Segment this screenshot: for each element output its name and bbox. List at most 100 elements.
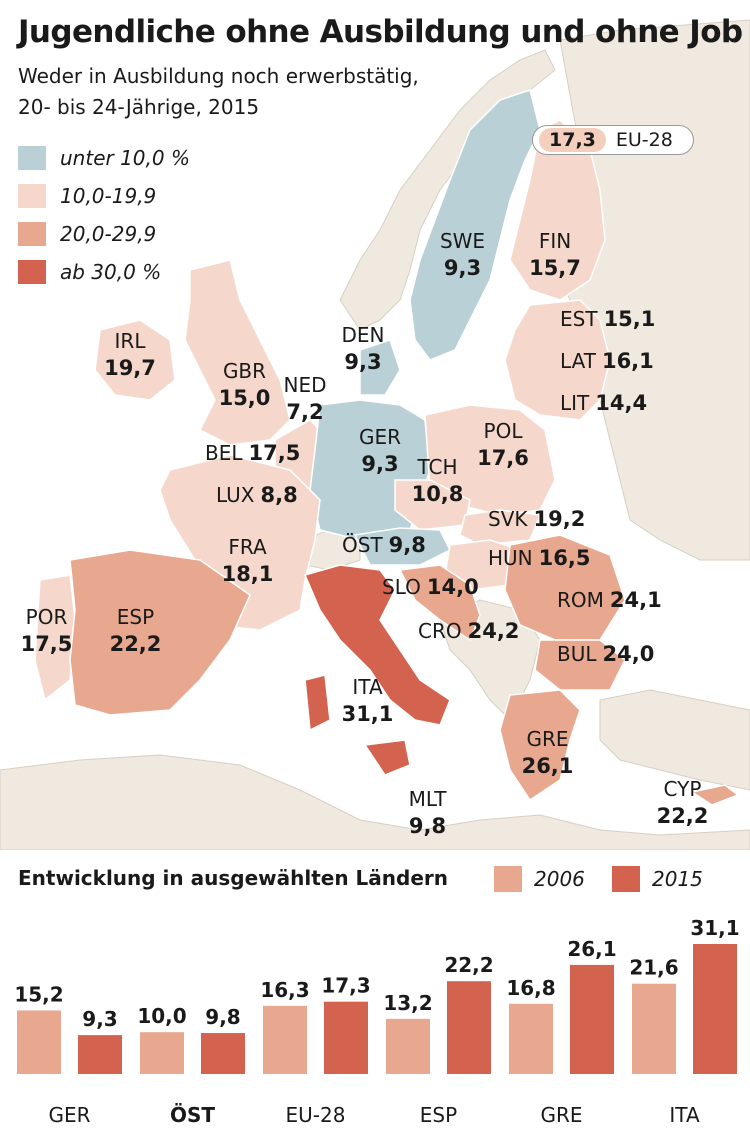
legend-item-under-10: unter 10,0 % [18, 146, 190, 170]
bar-ger-2015 [78, 1035, 122, 1074]
label-fra: FRA 18,1 [221, 535, 274, 586]
country-gbr [184, 259, 291, 446]
country-baltics [504, 299, 611, 421]
country-ita [303, 564, 451, 726]
country-esp [69, 549, 251, 716]
label-svk: SVK 19,2 [488, 507, 586, 531]
bar-gre-2006 [509, 1003, 553, 1074]
label-ned: NED 7,2 [283, 373, 327, 424]
data-label-esp-2015: 22,2 [444, 953, 493, 977]
label-bel: BEL 17,5 [205, 441, 301, 465]
label-ger: GER 9,3 [358, 425, 402, 476]
label-den: DEN 9,3 [341, 323, 385, 374]
label-irl: IRL 19,7 [104, 329, 156, 380]
legend-item-20-29: 20,0-29,9 [18, 222, 156, 246]
country-bul [534, 639, 626, 691]
bar-öst-2006 [140, 1032, 184, 1074]
label-ost: ÖST 9,8 [342, 533, 426, 557]
label-slo: SLO 14,0 [382, 575, 479, 599]
label-rom: ROM 24,1 [557, 588, 662, 612]
eu28-value: 17,3 [539, 128, 606, 152]
label-lat: LAT 16,1 [560, 349, 654, 373]
legend-item-over-30: ab 30,0 % [18, 260, 161, 284]
country-cyp [690, 784, 740, 806]
country-svk [459, 509, 542, 546]
label-por: POR 17,5 [20, 605, 73, 656]
data-label-eu-28-2015: 17,3 [321, 974, 370, 998]
legend-label: 2006 [534, 867, 585, 891]
data-label-öst-2006: 10,0 [137, 1004, 186, 1028]
bar-gre-2015 [570, 964, 614, 1074]
legend-label: ab 30,0 % [60, 260, 162, 284]
category-label-ger: GER [48, 1103, 90, 1127]
data-label-ita-2015: 31,1 [690, 916, 739, 940]
label-esp: ESP 22,2 [109, 605, 162, 656]
category-label-eu-28: EU-28 [286, 1103, 346, 1127]
bar-ita-2015 [693, 944, 737, 1074]
label-pol: POL 17,6 [477, 419, 529, 470]
label-fin: FIN 15,7 [529, 229, 581, 280]
category-label-esp: ESP [420, 1103, 457, 1127]
bar-chart: 15,2 9,3 GER 10,0 9,8 ÖST 16,3 17,3 EU-28 13,2 22,… [14, 916, 739, 1127]
chart-title: Entwicklung in ausgewählten Ländern [18, 866, 448, 890]
page-title: Jugendliche ohne Ausbildung und ohne Job [18, 14, 743, 50]
label-hun: HUN 16,5 [488, 546, 591, 570]
bar-ger-2006 [17, 1010, 61, 1074]
subtitle-line-2: 20- bis 24-Jährige, 2015 [18, 95, 260, 119]
label-est: EST 15,1 [560, 307, 656, 331]
legend-swatch [494, 866, 522, 892]
country-ita-sicily [363, 739, 411, 776]
legend-label: 2015 [652, 867, 703, 891]
legend-swatch [18, 260, 46, 284]
eu28-badge: 17,3 EU-28 [532, 125, 694, 155]
data-label-esp-2006: 13,2 [383, 991, 432, 1015]
data-label-ger-2006: 15,2 [14, 982, 63, 1006]
country-slo-cro [398, 564, 481, 642]
legend-swatch [18, 222, 46, 246]
data-label-gre-2006: 16,8 [506, 976, 555, 1000]
data-label-öst-2015: 9,8 [205, 1005, 240, 1029]
bar-esp-2015 [447, 981, 491, 1074]
country-irl [94, 319, 176, 401]
category-label-ita: ITA [669, 1103, 700, 1127]
label-cro: CRO 24,2 [418, 619, 520, 643]
legend-item-10-19: 10,0-19,9 [18, 184, 156, 208]
legend-label: 10,0-19,9 [60, 184, 157, 208]
legend-label: unter 10,0 % [60, 146, 190, 170]
category-label-öst: ÖST [170, 1103, 215, 1127]
category-label-gre: GRE [540, 1103, 582, 1127]
bar-esp-2006 [386, 1018, 430, 1074]
country-den [359, 339, 401, 396]
bar-eu-28-2015 [324, 1001, 368, 1074]
country-por [34, 574, 76, 702]
label-mlt: MLT 9,8 [408, 787, 447, 838]
bar-öst-2015 [201, 1033, 245, 1074]
chart-legend-2015: 2015 [612, 866, 703, 892]
bar-eu-28-2006 [263, 1005, 307, 1074]
label-cyp: CYP 22,2 [656, 777, 709, 828]
land-norway [339, 49, 556, 331]
data-label-gre-2015: 26,1 [567, 937, 616, 961]
bar-ita-2006 [632, 983, 676, 1074]
label-lit: LIT 14,4 [560, 391, 648, 415]
legend-label: 20,0-29,9 [60, 222, 157, 246]
data-label-eu-28-2006: 16,3 [260, 978, 309, 1002]
label-tch: TCH 10,8 [411, 455, 464, 506]
country-ita-sardinia [304, 674, 331, 732]
label-lux: LUX 8,8 [216, 483, 298, 507]
label-ita: ITA 31,1 [341, 675, 394, 726]
eu28-name: EU-28 [615, 129, 673, 151]
label-swe: SWE 9,3 [439, 229, 486, 280]
country-swe [409, 89, 541, 361]
country-gre [499, 689, 581, 802]
label-bul: BUL 24,0 [557, 642, 655, 666]
legend-swatch [612, 866, 640, 892]
legend-swatch [18, 146, 46, 170]
legend-swatch [18, 184, 46, 208]
data-label-ita-2006: 21,6 [629, 956, 678, 980]
label-gbr: GBR 15,0 [218, 359, 271, 410]
label-gre: GRE 26,1 [521, 727, 574, 778]
data-label-ger-2015: 9,3 [82, 1007, 117, 1031]
subtitle-line-1: Weder in Ausbildung noch erwerbstätig, [18, 64, 419, 88]
land-africa [0, 754, 750, 850]
